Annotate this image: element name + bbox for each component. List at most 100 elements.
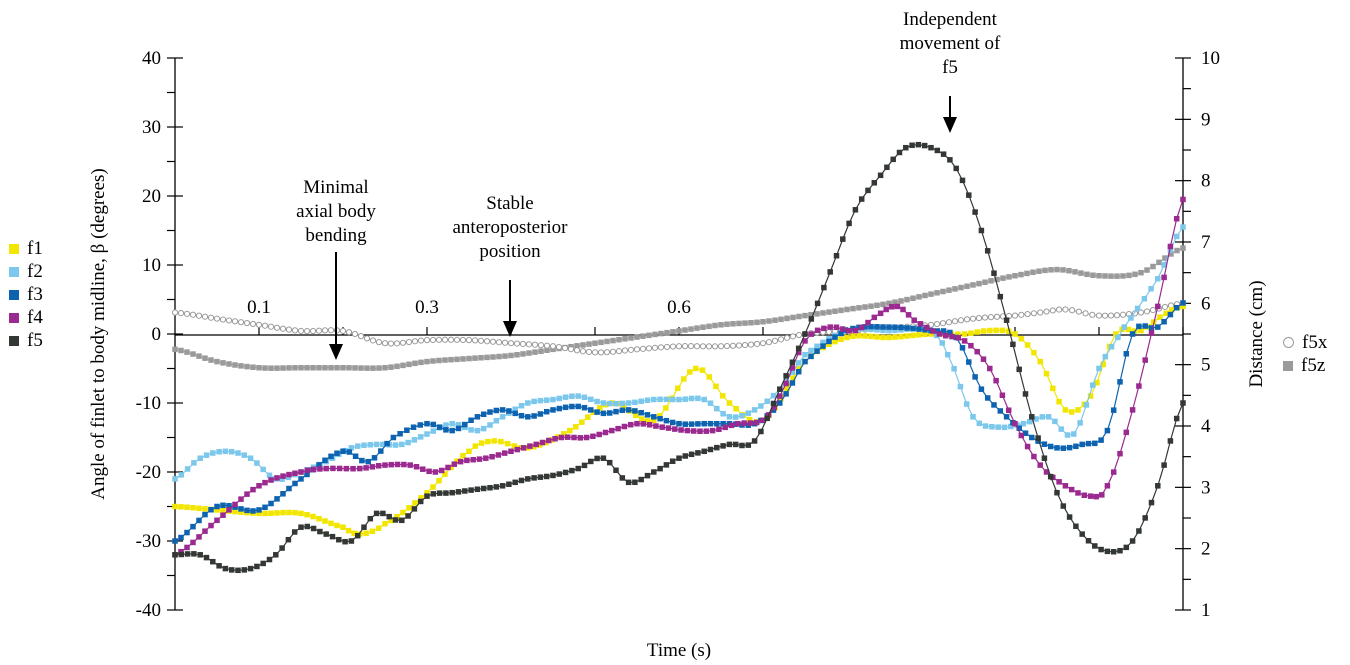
point-f4 — [942, 332, 949, 339]
point-f5 — [978, 227, 985, 234]
point-f5 — [222, 565, 229, 572]
point-f5 — [795, 345, 802, 352]
point-f4 — [735, 420, 741, 427]
point-f4 — [1129, 407, 1136, 413]
point-f2 — [417, 434, 424, 440]
point-f2 — [361, 442, 367, 449]
point-f2 — [172, 476, 178, 482]
point-f5 — [310, 525, 317, 532]
point-f2 — [1033, 416, 1039, 422]
point-f5x — [327, 327, 335, 334]
point-f2 — [789, 369, 796, 375]
point-f4 — [1148, 330, 1155, 336]
point-f5 — [594, 455, 600, 462]
point-f5z — [1126, 272, 1132, 279]
point-f3 — [371, 455, 378, 461]
point-f5z — [346, 365, 352, 371]
point-f1 — [1113, 331, 1119, 337]
point-f4 — [552, 435, 558, 442]
point-f5 — [651, 469, 657, 475]
point-f3 — [657, 415, 663, 422]
point-f2 — [543, 397, 550, 403]
point-f2 — [1071, 431, 1077, 437]
point-f3 — [487, 409, 493, 415]
point-f5 — [789, 359, 796, 365]
point-f2 — [197, 455, 203, 461]
point-f1 — [511, 443, 518, 449]
point-f3 — [910, 325, 916, 332]
point-f3 — [474, 414, 481, 420]
point-f4 — [999, 392, 1006, 398]
point-f5z — [904, 296, 910, 303]
point-f5z — [820, 310, 826, 316]
point-f5x — [177, 309, 185, 317]
point-f4 — [244, 491, 250, 497]
point-f5x — [507, 340, 515, 347]
point-f5 — [606, 459, 613, 466]
point-f2 — [688, 395, 695, 402]
point-f1 — [639, 416, 645, 422]
point-f5z — [412, 360, 418, 367]
legend-item-f2: f2 — [9, 260, 43, 283]
point-f3 — [947, 329, 953, 336]
point-f5z — [580, 342, 586, 348]
point-f5 — [581, 462, 588, 469]
point-f5z — [256, 364, 262, 371]
point-f3 — [1142, 323, 1148, 329]
point-f4 — [501, 450, 508, 456]
point-f4 — [716, 426, 722, 433]
point-f5 — [928, 144, 934, 151]
point-f5 — [682, 453, 689, 459]
point-f5x — [213, 315, 221, 322]
point-f5 — [638, 476, 644, 483]
point-f5z — [520, 351, 526, 357]
point-f4 — [369, 464, 376, 470]
point-f1 — [856, 333, 862, 339]
annotation-text: f5 — [942, 57, 958, 78]
point-f4 — [609, 427, 615, 434]
point-f5 — [575, 465, 581, 472]
point-f4 — [226, 507, 232, 513]
y-tick-label: -20 — [136, 462, 161, 483]
point-f4 — [640, 421, 647, 427]
y2-tick-label: 4 — [1201, 416, 1211, 437]
point-f5 — [1173, 415, 1180, 422]
annotation-text: anteroposterior — [452, 217, 568, 238]
point-f5x — [303, 328, 311, 335]
point-f5z — [586, 341, 592, 347]
point-f5x — [627, 346, 635, 353]
point-f5z — [1024, 270, 1030, 277]
point-f2 — [480, 425, 487, 432]
point-f3 — [537, 411, 544, 417]
point-f1 — [304, 511, 310, 518]
point-f3 — [556, 405, 563, 412]
point-f5z — [232, 362, 238, 368]
point-f5 — [405, 513, 411, 519]
point-f2 — [632, 399, 638, 406]
point-f5 — [417, 498, 424, 505]
point-f5 — [669, 458, 676, 464]
point-f3 — [777, 400, 783, 406]
point-f1 — [262, 510, 268, 517]
point-f1 — [345, 527, 352, 534]
point-f4 — [470, 456, 476, 463]
point-f4 — [558, 434, 565, 441]
point-f5z — [526, 350, 532, 356]
point-f5x — [261, 322, 269, 329]
point-f4 — [697, 428, 703, 434]
point-f5z — [1090, 272, 1096, 278]
point-f2 — [588, 396, 594, 403]
point-f5z — [244, 363, 250, 370]
point-f4 — [930, 328, 936, 334]
point-f5x — [393, 340, 401, 347]
point-f4 — [760, 417, 766, 423]
point-f2 — [518, 402, 525, 409]
point-f1 — [880, 334, 886, 341]
point-f3 — [1161, 318, 1167, 325]
point-f5x — [1101, 312, 1109, 319]
point-f5x — [465, 337, 473, 344]
point-f5z — [406, 361, 412, 368]
point-f5 — [392, 517, 399, 523]
point-f4 — [527, 443, 533, 449]
point-f3 — [404, 427, 410, 433]
